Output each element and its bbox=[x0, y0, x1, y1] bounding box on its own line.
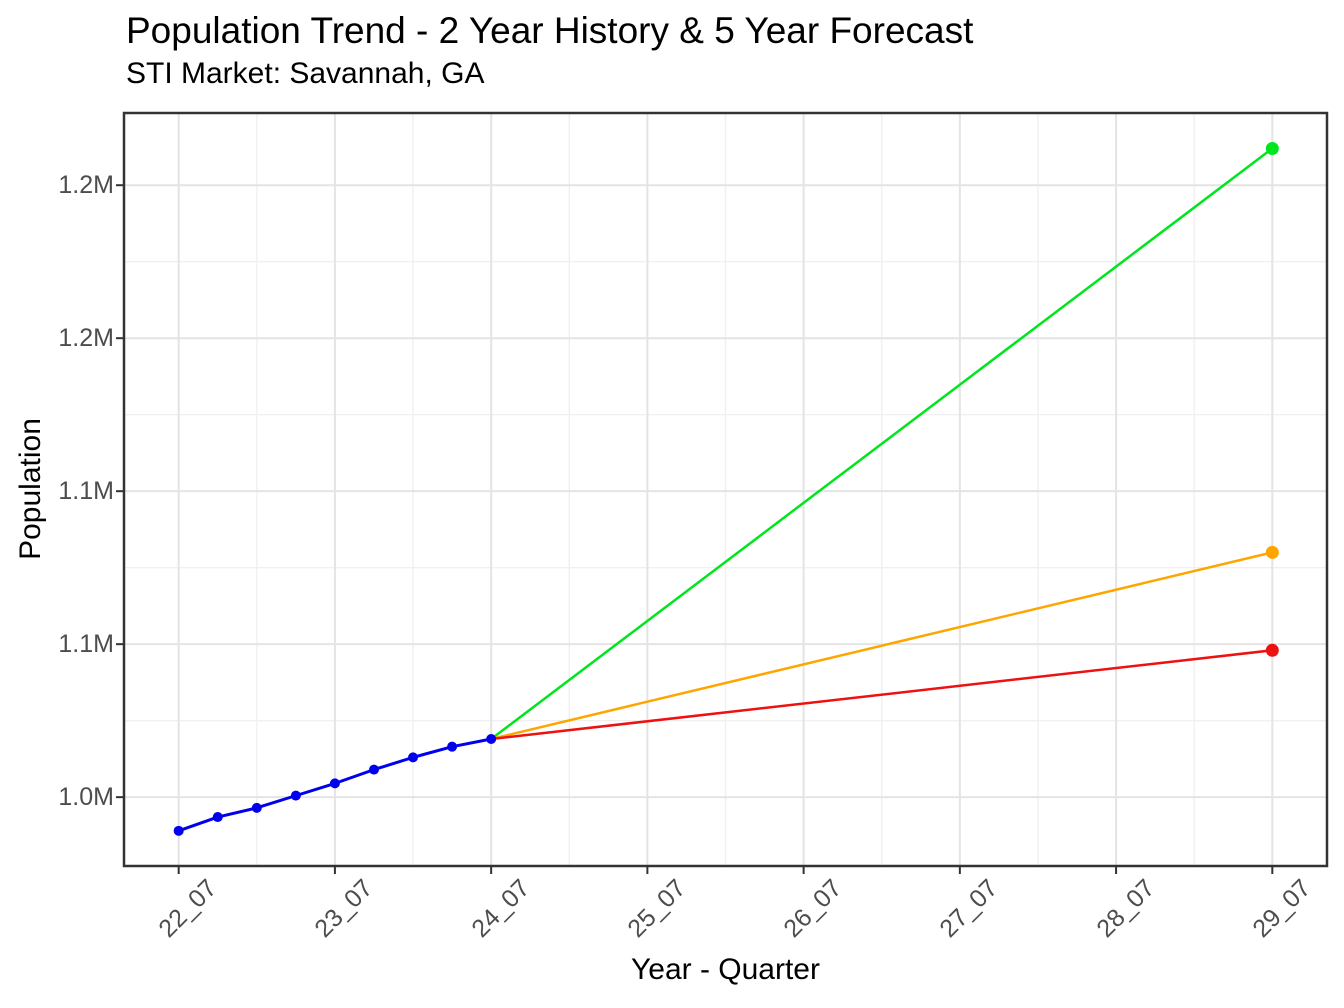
y-tick-label-0-1.0M: 1.0M bbox=[58, 783, 114, 812]
y-tick-label-2-1.1M: 1.1M bbox=[58, 477, 114, 506]
x-axis-title: Year - Quarter bbox=[631, 953, 820, 986]
chart-title: Population Trend - 2 Year History & 5 Ye… bbox=[126, 10, 974, 51]
y-tick-label-3-1.2M: 1.2M bbox=[58, 324, 114, 353]
forecast-mid-endpoint bbox=[1265, 545, 1279, 559]
forecast-high-endpoint bbox=[1265, 141, 1279, 155]
history-point-23_10 bbox=[368, 764, 379, 775]
history-point-24_01 bbox=[408, 752, 419, 763]
history-point-24_07 bbox=[486, 734, 497, 745]
history-point-22_10 bbox=[212, 812, 223, 823]
y-axis-title: Population bbox=[14, 418, 47, 560]
history-point-23_07 bbox=[329, 778, 340, 789]
forecast-low-endpoint bbox=[1265, 643, 1279, 657]
chart-subtitle: STI Market: Savannah, GA bbox=[126, 57, 485, 90]
history-point-24_04 bbox=[447, 741, 458, 752]
forecast-mid-line bbox=[490, 551, 1273, 741]
history-point-23_04 bbox=[290, 790, 301, 801]
history-point-23_01 bbox=[251, 802, 262, 813]
y-tick-label-4-1.2M: 1.2M bbox=[58, 171, 114, 200]
y-tick-label-1-1.1M: 1.1M bbox=[58, 630, 114, 659]
forecast-low-line bbox=[491, 649, 1273, 741]
history-point-22_07 bbox=[173, 825, 184, 836]
panel-border bbox=[122, 111, 1329, 868]
forecast-high-line bbox=[490, 147, 1274, 741]
